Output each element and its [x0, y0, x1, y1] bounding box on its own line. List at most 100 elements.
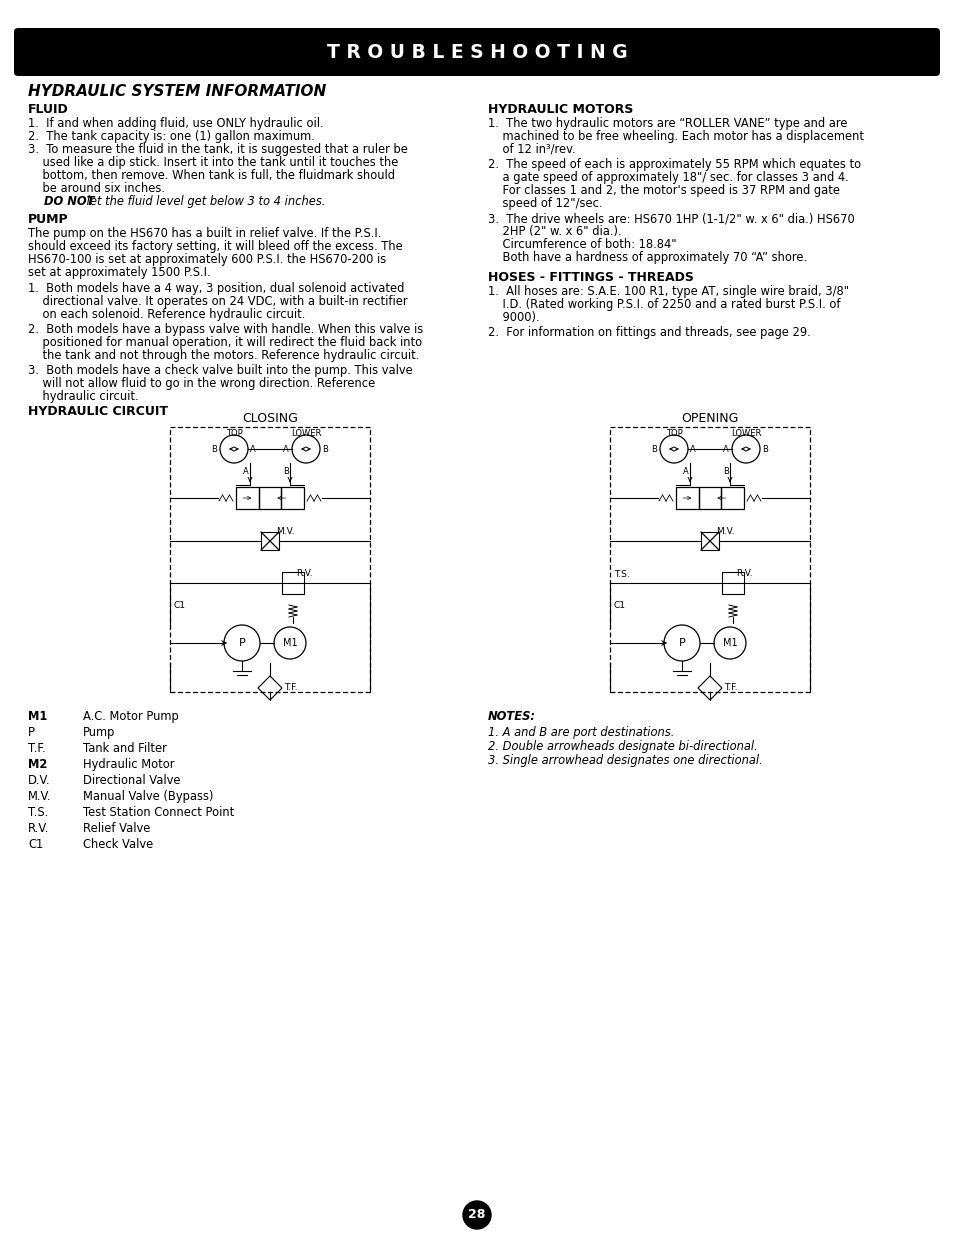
Text: A: A — [250, 445, 255, 453]
Text: 1.  The two hydraulic motors are “ROLLER VANE” type and are: 1. The two hydraulic motors are “ROLLER … — [488, 117, 846, 130]
Text: Circumference of both: 18.84": Circumference of both: 18.84" — [488, 238, 676, 251]
Text: T.F.: T.F. — [723, 683, 737, 693]
Bar — [698, 487, 720, 509]
Text: B: B — [211, 445, 216, 453]
Text: TOP: TOP — [226, 429, 242, 438]
Text: 1.  Both models have a 4 way, 3 position, dual solenoid activated: 1. Both models have a 4 way, 3 position,… — [28, 282, 404, 295]
Text: on each solenoid. Reference hydraulic circuit.: on each solenoid. Reference hydraulic ci… — [28, 308, 305, 321]
Text: D.V.: D.V. — [28, 774, 51, 787]
Text: T.F.: T.F. — [284, 683, 297, 693]
Text: LOWER: LOWER — [730, 429, 760, 438]
Text: B: B — [722, 467, 728, 475]
Bar — [720, 487, 743, 509]
Text: 1.  All hoses are: S.A.E. 100 R1, type AT, single wire braid, 3/8": 1. All hoses are: S.A.E. 100 R1, type AT… — [488, 285, 848, 298]
Text: B: B — [322, 445, 328, 453]
Text: M.V.: M.V. — [716, 527, 734, 536]
Text: FLUID: FLUID — [28, 103, 69, 116]
Text: A: A — [283, 445, 289, 453]
Text: B: B — [651, 445, 657, 453]
Text: HYDRAULIC SYSTEM INFORMATION: HYDRAULIC SYSTEM INFORMATION — [28, 84, 326, 99]
Text: HOSES - FITTINGS - THREADS: HOSES - FITTINGS - THREADS — [488, 270, 693, 284]
Text: 1.  If and when adding fluid, use ONLY hydraulic oil.: 1. If and when adding fluid, use ONLY hy… — [28, 117, 323, 130]
Text: be around six inches.: be around six inches. — [28, 182, 165, 195]
Text: 28: 28 — [468, 1209, 485, 1221]
Text: A.C. Motor Pump: A.C. Motor Pump — [83, 710, 178, 722]
Text: NOTES:: NOTES: — [488, 710, 536, 722]
Text: C1: C1 — [28, 839, 43, 851]
Text: HS670-100 is set at approximately 600 P.S.I. the HS670-200 is: HS670-100 is set at approximately 600 P.… — [28, 253, 386, 266]
Text: 2HP (2" w. x 6" dia.).: 2HP (2" w. x 6" dia.). — [488, 225, 621, 238]
Bar — [609, 427, 809, 692]
Text: 2.  The speed of each is approximately 55 RPM which equates to: 2. The speed of each is approximately 55… — [488, 158, 861, 170]
Text: bottom, then remove. When tank is full, the fluidmark should: bottom, then remove. When tank is full, … — [28, 169, 395, 182]
Text: A: A — [722, 445, 728, 453]
Text: set at approximately 1500 P.S.I.: set at approximately 1500 P.S.I. — [28, 266, 211, 279]
Text: let the fluid level get below 3 to 4 inches.: let the fluid level get below 3 to 4 inc… — [83, 195, 325, 207]
Text: R.V.: R.V. — [735, 569, 752, 578]
Text: A: A — [243, 467, 249, 475]
Text: P: P — [238, 638, 245, 648]
Text: of 12 in³/rev.: of 12 in³/rev. — [488, 143, 575, 156]
Text: A: A — [682, 467, 688, 475]
Text: Tank and Filter: Tank and Filter — [83, 742, 167, 755]
Text: a gate speed of approximately 18"/ sec. for classes 3 and 4.: a gate speed of approximately 18"/ sec. … — [488, 170, 848, 184]
Bar — [258, 487, 281, 509]
Text: C1: C1 — [173, 600, 186, 610]
Text: B: B — [283, 467, 289, 475]
Text: 3.  Both models have a check valve built into the pump. This valve: 3. Both models have a check valve built … — [28, 364, 413, 377]
Text: the tank and not through the motors. Reference hydraulic circuit.: the tank and not through the motors. Ref… — [28, 350, 419, 362]
Text: CLOSING: CLOSING — [242, 412, 297, 425]
Text: speed of 12"/sec.: speed of 12"/sec. — [488, 198, 602, 210]
Text: M1: M1 — [28, 710, 48, 722]
Text: For classes 1 and 2, the motor's speed is 37 RPM and gate: For classes 1 and 2, the motor's speed i… — [488, 184, 840, 198]
Text: Directional Valve: Directional Valve — [83, 774, 180, 787]
Text: Manual Valve (Bypass): Manual Valve (Bypass) — [83, 790, 213, 803]
Text: OPENING: OPENING — [680, 412, 738, 425]
Bar — [700, 532, 719, 550]
Bar — [170, 427, 370, 692]
Text: 2.  The tank capacity is: one (1) gallon maximum.: 2. The tank capacity is: one (1) gallon … — [28, 130, 314, 143]
Text: A: A — [689, 445, 695, 453]
Text: HYDRAULIC CIRCUIT: HYDRAULIC CIRCUIT — [28, 405, 168, 417]
Text: 3.  To measure the fluid in the tank, it is suggested that a ruler be: 3. To measure the fluid in the tank, it … — [28, 143, 408, 156]
Text: DO NOT: DO NOT — [28, 195, 94, 207]
Text: should exceed its factory setting, it will bleed off the excess. The: should exceed its factory setting, it wi… — [28, 240, 402, 253]
Text: I.D. (Rated working P.S.I. of 2250 and a rated burst P.S.I. of: I.D. (Rated working P.S.I. of 2250 and a… — [488, 298, 840, 311]
Text: M1: M1 — [722, 638, 737, 648]
Text: R.V.: R.V. — [28, 823, 50, 835]
Text: machined to be free wheeling. Each motor has a displacement: machined to be free wheeling. Each motor… — [488, 130, 863, 143]
Text: M.V.: M.V. — [28, 790, 51, 803]
Bar — [281, 487, 304, 509]
Text: B: B — [761, 445, 767, 453]
Bar — [282, 572, 304, 594]
Text: 2.  For information on fittings and threads, see page 29.: 2. For information on fittings and threa… — [488, 326, 810, 338]
Bar — [261, 532, 278, 550]
Text: used like a dip stick. Insert it into the tank until it touches the: used like a dip stick. Insert it into th… — [28, 156, 398, 169]
Text: T R O U B L E S H O O T I N G: T R O U B L E S H O O T I N G — [326, 42, 627, 62]
Text: TOP: TOP — [665, 429, 681, 438]
Text: Relief Valve: Relief Valve — [83, 823, 151, 835]
Text: The pump on the HS670 has a built in relief valve. If the P.S.I.: The pump on the HS670 has a built in rel… — [28, 227, 381, 240]
Circle shape — [462, 1200, 491, 1229]
Bar — [676, 487, 698, 509]
Text: will not allow fluid to go in the wrong direction. Reference: will not allow fluid to go in the wrong … — [28, 377, 375, 390]
Text: 3. Single arrowhead designates one directional.: 3. Single arrowhead designates one direc… — [488, 755, 762, 767]
Text: LOWER: LOWER — [291, 429, 321, 438]
Text: Both have a hardness of approximately 70 “A” shore.: Both have a hardness of approximately 70… — [488, 251, 806, 264]
Text: 9000).: 9000). — [488, 311, 539, 324]
Text: HYDRAULIC MOTORS: HYDRAULIC MOTORS — [488, 103, 633, 116]
Text: T.S.: T.S. — [614, 571, 629, 579]
Text: P: P — [678, 638, 684, 648]
Text: 2.  Both models have a bypass valve with handle. When this valve is: 2. Both models have a bypass valve with … — [28, 324, 423, 336]
Bar — [235, 487, 258, 509]
Text: positioned for manual operation, it will redirect the fluid back into: positioned for manual operation, it will… — [28, 336, 421, 350]
Text: Pump: Pump — [83, 726, 115, 739]
Text: 3.  The drive wheels are: HS670 1HP (1-1/2" w. x 6" dia.) HS670: 3. The drive wheels are: HS670 1HP (1-1/… — [488, 212, 854, 225]
Text: T.S.: T.S. — [28, 806, 49, 819]
Text: 2. Double arrowheads designate bi-directional.: 2. Double arrowheads designate bi-direct… — [488, 740, 757, 753]
Text: M.V.: M.V. — [275, 527, 294, 536]
Text: M2: M2 — [28, 758, 48, 771]
Text: R.V.: R.V. — [295, 569, 313, 578]
Text: PUMP: PUMP — [28, 212, 69, 226]
Text: hydraulic circuit.: hydraulic circuit. — [28, 390, 138, 403]
